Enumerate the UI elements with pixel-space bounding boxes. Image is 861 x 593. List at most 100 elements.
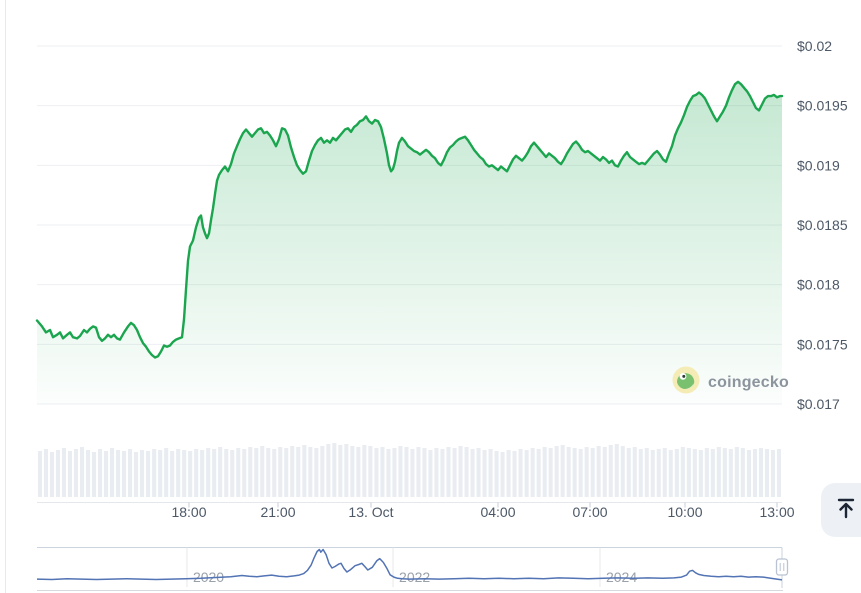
volume-bar [332,443,337,497]
volume-bar [650,450,655,497]
volume-bar [512,451,517,497]
volume-bar [446,447,451,497]
x-axis-label: 07:00 [572,504,607,520]
y-axis-label: $0.0185 [797,217,848,233]
volume-bar [302,445,307,497]
volume-bar [296,447,301,497]
volume-bar [61,448,66,497]
volume-bar [518,449,523,497]
y-axis-label: $0.0175 [797,336,848,352]
volume-bar [218,447,223,497]
volume-bar [170,451,175,497]
volume-bar [470,449,475,497]
volume-bar [458,446,463,497]
volume-bar [284,448,289,497]
volume-bar [638,449,643,497]
volume-bar [542,447,547,497]
volume-bar [674,449,679,497]
nav-year-label: 2024 [606,569,637,585]
y-axis-label: $0.0195 [797,98,848,114]
arrow-up-to-line-icon [836,497,860,524]
volume-bar [380,447,385,497]
volume-bar [488,449,493,497]
volume-bar [752,449,757,497]
volume-bar [590,448,595,497]
volume-bar [620,446,625,497]
x-axis-label: 18:00 [171,504,206,520]
volume-bar [362,445,367,497]
volume-bar [398,446,403,497]
volume-bar [146,451,151,497]
volume-bar [632,447,637,497]
x-axis-label: 13. Oct [348,504,393,520]
volume-bar [134,452,139,497]
volume-bar [200,450,205,497]
chart-hover-area[interactable] [37,26,782,503]
volume-bar [596,446,601,497]
volume-bar [728,449,733,497]
volume-bar [92,452,97,497]
volume-bar [668,450,673,497]
y-axis-label: $0.019 [797,157,840,173]
volume-bar [212,449,217,497]
coingecko-gecko-icon [672,366,700,399]
volume-bar [230,450,235,497]
volume-bar [80,447,85,497]
page-left-border [5,0,6,593]
coingecko-watermark-label: coingecko [708,373,789,391]
volume-bar [206,448,211,497]
scroll-to-top-button[interactable] [821,483,861,537]
volume-bar [374,448,379,497]
volume-bar [434,448,439,497]
volume-bars [37,443,781,497]
volume-bar [308,447,313,497]
volume-bar [350,446,355,497]
volume-bar [440,449,445,497]
volume-bar [758,448,763,497]
volume-bar [272,449,277,497]
price-line[interactable] [35,80,784,359]
volume-bar [464,447,469,497]
volume-bar [236,448,241,497]
x-axis-label: 10:00 [667,504,702,520]
x-axis-label: 21:00 [260,504,295,520]
volume-bar [644,448,649,497]
volume-bar [656,449,661,497]
volume-bar [242,449,247,497]
volume-bar [722,448,727,497]
volume-bar [614,444,619,497]
y-axis-label: $0.018 [797,277,840,293]
volume-bar [662,448,667,497]
volume-bar [260,446,265,497]
volume-bar [548,448,553,497]
volume-bar [55,450,60,497]
volume-bar [290,446,295,497]
navigator-handle[interactable] [775,558,789,576]
volume-bar [314,448,319,497]
volume-bar [110,448,115,497]
volume-bar [506,450,511,497]
volume-bar [86,450,91,497]
volume-bar [188,451,193,497]
coingecko-watermark: coingecko [672,366,789,399]
volume-bar [122,451,127,497]
volume-bar [158,450,163,497]
navigator-series-line [36,548,783,581]
volume-bar [368,446,373,497]
nav-year-label: 2020 [193,569,224,585]
volume-bar [776,449,781,497]
volume-bar [428,450,433,497]
volume-bar [578,449,583,497]
volume-bar [530,448,535,497]
volume-bar [746,450,751,497]
y-axis-label: $0.017 [797,396,840,412]
nav-year-label: 2022 [399,569,430,585]
volume-bar [224,449,229,497]
volume-bar [140,450,145,497]
volume-bar [152,449,157,497]
volume-bar [404,447,409,497]
volume-bar [482,450,487,497]
navigator-handle-grip[interactable] [775,558,789,576]
volume-bar [680,447,685,497]
